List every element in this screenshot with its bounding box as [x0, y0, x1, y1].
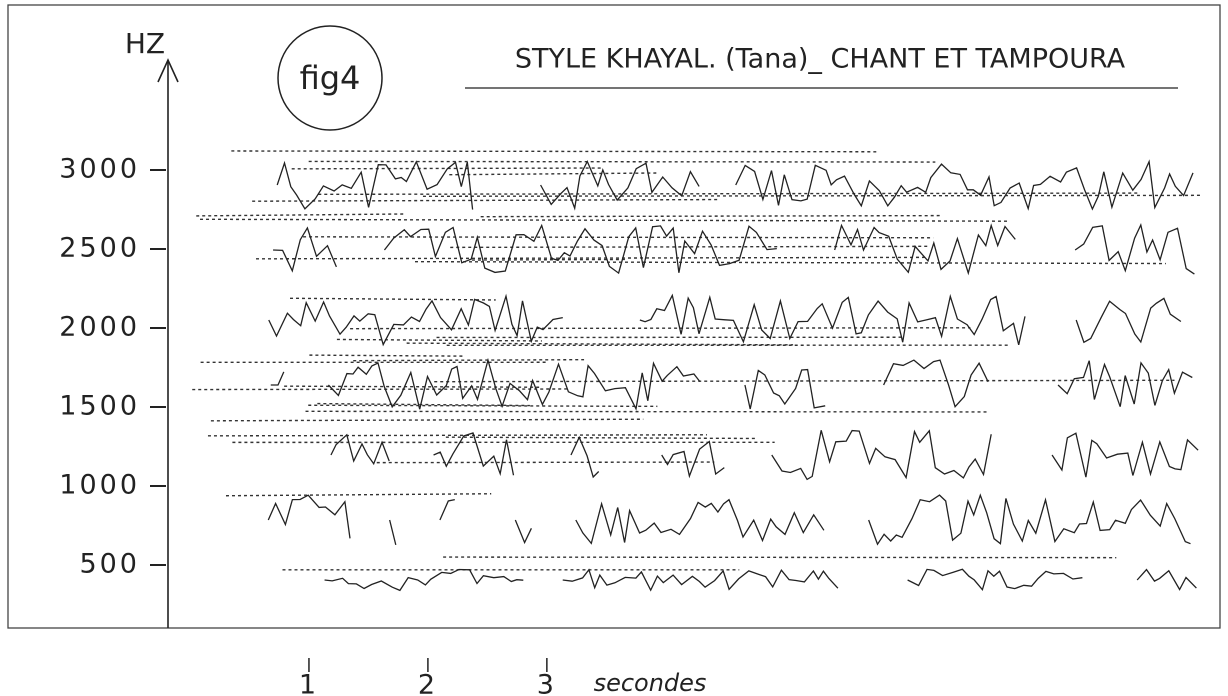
dotted-band	[225, 493, 492, 497]
dotted-band	[443, 556, 1117, 559]
x-tick-label: 3	[537, 670, 557, 696]
y-tick-label: 2000	[59, 312, 140, 343]
x-tick-label: 1	[299, 670, 319, 696]
dotted-band	[449, 172, 658, 176]
y-tick-label: 2500	[59, 233, 140, 264]
dotted-band	[290, 297, 496, 301]
dotted-band	[406, 342, 794, 346]
dotted-band	[318, 192, 1138, 196]
trace	[269, 295, 1228, 345]
dotted-band	[200, 218, 1008, 222]
frame	[7, 4, 1221, 629]
dotted-band	[231, 150, 877, 153]
spectrogram-traces	[192, 150, 1228, 592]
y-tick-label: 1000	[59, 470, 140, 501]
dotted-band	[210, 418, 644, 422]
trace	[270, 357, 1193, 411]
dotted-band	[434, 379, 1175, 383]
dotted-band	[305, 410, 987, 413]
dotted-band	[192, 388, 569, 391]
dotted-band	[308, 160, 936, 163]
trace	[330, 429, 1199, 481]
dotted-band	[422, 194, 1201, 197]
dotted-band	[284, 385, 542, 388]
y-axis-label: HZ	[125, 27, 165, 60]
x-tick-label: 2	[418, 670, 438, 696]
y-axis-arrow	[157, 58, 179, 83]
dotted-band	[414, 260, 1166, 265]
dotted-band	[353, 358, 585, 362]
figure-label: fig4	[300, 59, 361, 97]
dotted-band	[350, 327, 971, 330]
dotted-band	[308, 404, 658, 408]
dotted-band	[309, 354, 466, 357]
dotted-band	[445, 436, 757, 440]
y-tick-label: 3000	[59, 154, 140, 185]
trace	[324, 568, 1197, 592]
dotted-band	[336, 338, 542, 342]
dotted-band	[291, 167, 603, 170]
figure-circle	[277, 25, 383, 131]
y-tick-label: 500	[79, 549, 140, 580]
dotted-band	[207, 434, 707, 437]
chart-title: STYLE KHAYAL. (Tana)_ CHANT ET TAMPOURA	[515, 44, 1126, 75]
dotted-band	[471, 258, 627, 261]
dotted-band	[376, 461, 715, 464]
dotted-band	[196, 213, 404, 217]
dotted-band	[480, 214, 943, 218]
x-axis-label: secondes	[594, 669, 707, 696]
dotted-band	[252, 198, 718, 202]
y-tick-label: 1500	[59, 391, 140, 422]
dotted-band	[450, 245, 930, 249]
dotted-band	[256, 256, 927, 260]
trace	[267, 493, 1191, 546]
trace	[276, 159, 1194, 211]
trace	[273, 223, 1195, 276]
